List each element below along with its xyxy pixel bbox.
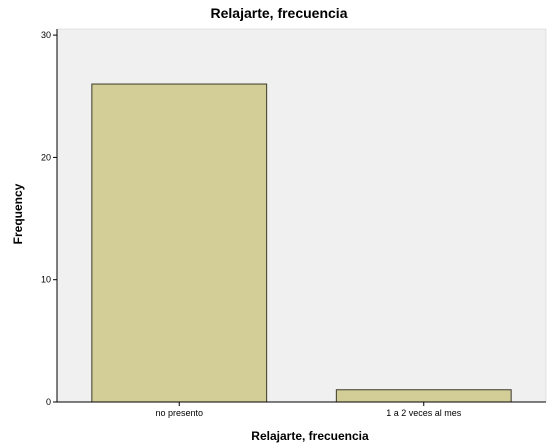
y-tick-label-0: 0 [46, 397, 51, 407]
y-tick-label-2: 20 [41, 152, 51, 162]
x-axis-label: Relajarte, frecuencia [251, 429, 369, 443]
y-axis-label: Frequency [11, 183, 25, 244]
chart-title: Relajarte, frecuencia [211, 5, 348, 21]
bar-0 [91, 83, 268, 403]
x-category-label-0: no presento [155, 408, 203, 418]
x-axis: no presento 1 a 2 veces al mes [57, 401, 546, 418]
x-category-label-1: 1 a 2 veces al mes [386, 408, 462, 418]
y-axis: 0 10 20 30 [41, 29, 58, 407]
y-tick-label-3: 30 [41, 30, 51, 40]
y-tick-label-1: 10 [41, 275, 51, 285]
bar-1 [335, 389, 512, 403]
bars-group [91, 83, 512, 403]
